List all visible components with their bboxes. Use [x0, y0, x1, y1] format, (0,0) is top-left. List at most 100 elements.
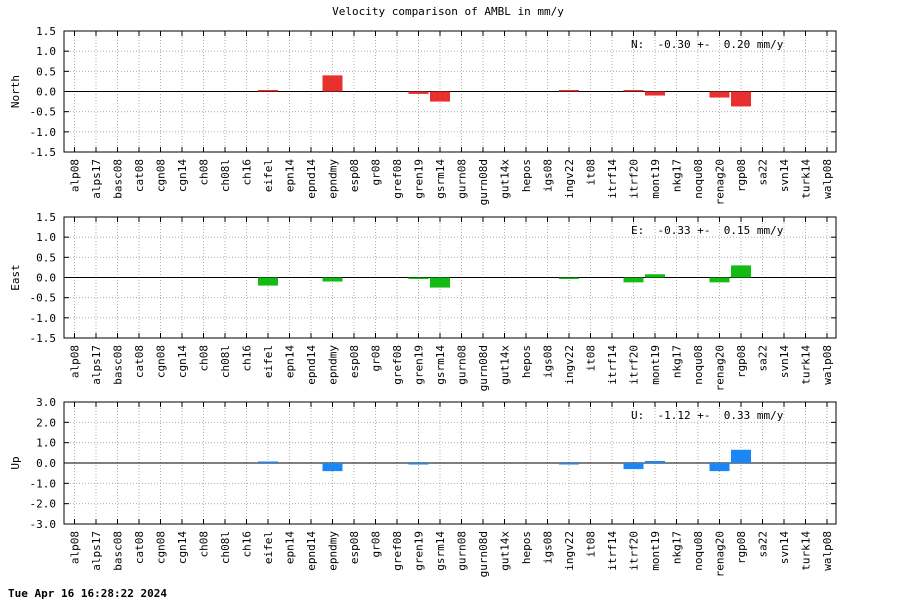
up-xlabel-hepos: hepos — [520, 531, 533, 564]
up-xlabel-mont19: mont19 — [649, 531, 662, 571]
east-xlabel-epndmy: epndmy — [327, 345, 340, 385]
east-xlabel-rgp08: rgp08 — [735, 345, 748, 378]
east-xlabel-gren19: gren19 — [413, 345, 426, 385]
up-xlabel-epnd14: epnd14 — [305, 531, 318, 571]
north-xlabel-renag20: renag20 — [714, 159, 727, 205]
east-bar-renag20 — [709, 277, 730, 283]
up-xlabel-it08: it08 — [585, 531, 598, 558]
up-xlabel-cgn14: cgn14 — [176, 531, 189, 564]
east-bar-epndmy — [322, 277, 343, 282]
up-xlabel-esp08: esp08 — [348, 531, 361, 564]
east-ytick-label: -0.5 — [30, 292, 57, 305]
east-xlabel-gsrm14: gsrm14 — [434, 345, 447, 385]
up-bar-ingv22 — [559, 463, 579, 465]
east-xlabel-turk14: turk14 — [800, 345, 813, 385]
north-bar-ingv22 — [559, 90, 579, 92]
up-xlabel-ingv22: ingv22 — [563, 531, 576, 571]
up-bar-epndmy — [322, 463, 343, 472]
up-xlabel-gr08: gr08 — [370, 531, 383, 558]
north-xlabel-igs08: igs08 — [542, 159, 555, 192]
east-xlabel-it08: it08 — [585, 345, 598, 372]
north-ytick-label: -0.5 — [30, 106, 57, 119]
east-bar-gsrm14 — [430, 277, 450, 288]
east-xlabel-gr08: gr08 — [370, 345, 383, 372]
north-xlabel-eifel: eifel — [262, 159, 275, 192]
north-ytick-label: 0.5 — [36, 65, 56, 78]
up-xlabel-gren19: gren19 — [413, 531, 426, 571]
up-panel: 3.0 2.0 1.0 0.0 -1.0 -2.0 -3.0 U: -1.12 +- 0.33… — [9, 396, 837, 577]
up-xlabel-eifel: eifel — [262, 531, 275, 564]
east-panel: 1.5 1.0 0.5 0.0 -0.5 -1.0 -1.5 E: -0.33 +- 0.15… — [9, 211, 837, 391]
east-xlabel-esp08: esp08 — [348, 345, 361, 378]
north-annotation: N: -0.30 +- 0.20 mm/y — [631, 38, 784, 51]
north-panel: 1.5 1.0 0.5 0.0 -0.5 -1.0 -1.5 N: -0.30 +- 0.20… — [9, 25, 837, 205]
north-bar-epndmy — [322, 75, 343, 92]
north-xlabel-sa22: sa22 — [757, 159, 770, 186]
north-xlabel-itrf20: itrf20 — [628, 159, 641, 199]
up-xlabel-itrf14: itrf14 — [606, 531, 619, 571]
east-xlabel-alps17: alps17 — [90, 345, 103, 385]
up-annotation: U: -1.12 +- 0.33 mm/y — [631, 409, 784, 422]
north-bar-mont19 — [645, 91, 665, 96]
north-ytick-label: 1.5 — [36, 25, 56, 38]
north-ytick-label: -1.0 — [30, 126, 57, 139]
north-xlabel-ch16: ch16 — [241, 159, 254, 186]
north-xlabel-gurn08d: gurn08d — [477, 159, 490, 205]
east-xlabel-gut14x: gut14x — [499, 345, 512, 385]
up-ytick-label: -1.0 — [30, 477, 57, 490]
north-xlabel-gsrm14: gsrm14 — [434, 159, 447, 199]
north-xlabel-epndmy: epndmy — [327, 159, 340, 199]
east-ytick-label: 0.5 — [36, 251, 56, 264]
up-xlabel-rgp08: rgp08 — [735, 531, 748, 564]
north-xlabel-epn14: epn14 — [284, 159, 297, 192]
east-ytick-label: -1.5 — [30, 332, 57, 345]
east-bar-itrf20 — [623, 277, 644, 283]
up-xlabel-walp08: walp08 — [821, 531, 834, 571]
north-xlabel-mont19: mont19 — [649, 159, 662, 199]
north-xlabel-gr08: gr08 — [370, 159, 383, 186]
east-xlabel-sa22: sa22 — [757, 345, 770, 372]
east-xlabel-ch08: ch08 — [198, 345, 211, 372]
east-ytick-label: 0.0 — [36, 272, 56, 285]
north-xlabel-gren19: gren19 — [413, 159, 426, 199]
east-xlabel-epnd14: epnd14 — [305, 345, 318, 385]
up-xlabel-itrf20: itrf20 — [628, 531, 641, 571]
north-xlabel-nkg17: nkg17 — [671, 159, 684, 192]
north-xlabel-noqu08: noqu08 — [692, 159, 705, 199]
east-xlabel-ingv22: ingv22 — [563, 345, 576, 385]
north-xlabel-it08: it08 — [585, 159, 598, 186]
north-ytick-label: 0.0 — [36, 86, 56, 99]
up-ytick-label: -2.0 — [30, 498, 57, 511]
up-xlabel-ch08l: ch08l — [219, 531, 232, 564]
north-xlabel-alp08: alp08 — [69, 159, 82, 192]
up-ytick-label: 0.0 — [36, 457, 56, 470]
up-bar-gren19 — [408, 463, 429, 465]
up-ytick-label: -3.0 — [30, 518, 57, 531]
north-xlabel-gurn08: gurn08 — [456, 159, 469, 199]
north-xlabel-ingv22: ingv22 — [563, 159, 576, 199]
up-xlabel-epndmy: epndmy — [327, 531, 340, 571]
up-bar-eifel — [258, 461, 278, 463]
up-frame — [63, 401, 837, 525]
up-xlabel-gurn08d: gurn08d — [477, 531, 490, 577]
east-xlabel-gurn08: gurn08 — [456, 345, 469, 385]
up-xlabel-noqu08: noqu08 — [692, 531, 705, 571]
up-xlabel-cgn08: cgn08 — [155, 531, 168, 564]
north-xlabel-turk14: turk14 — [800, 159, 813, 199]
north-xlabel-rgp08: rgp08 — [735, 159, 748, 192]
up-xlabel-turk14: turk14 — [800, 531, 813, 571]
up-bar-mont19 — [645, 460, 665, 463]
east-xlabel-epn14: epn14 — [284, 345, 297, 378]
east-xlabel-itrf14: itrf14 — [606, 345, 619, 385]
east-xlabel-cgn14: cgn14 — [176, 345, 189, 378]
north-bar-eifel — [258, 90, 278, 92]
up-ytick-label: 1.0 — [36, 437, 56, 450]
east-xlabel-igs08: igs08 — [542, 345, 555, 378]
east-bar-rgp08 — [731, 265, 751, 278]
east-xlabel-eifel: eifel — [262, 345, 275, 378]
north-ytick-label: -1.5 — [30, 146, 57, 159]
up-bar-renag20 — [709, 463, 730, 472]
up-xlabel-alps17: alps17 — [90, 531, 103, 571]
east-bar-eifel — [258, 277, 278, 286]
up-xlabel-gsrm14: gsrm14 — [434, 531, 447, 571]
